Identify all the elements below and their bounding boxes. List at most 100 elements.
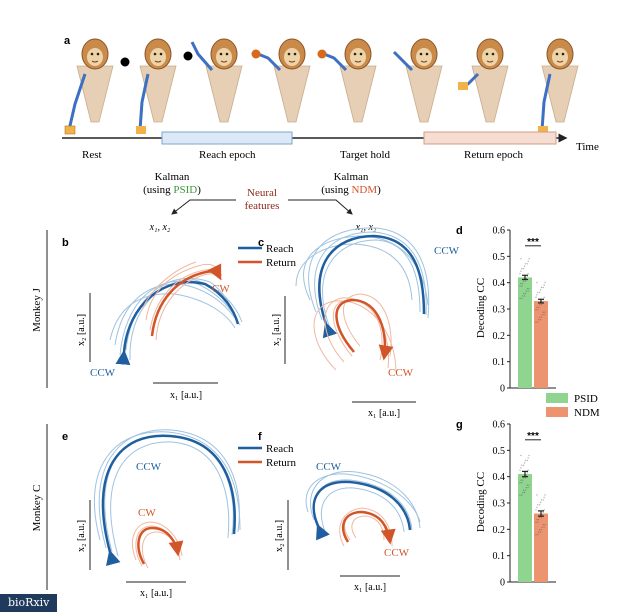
data-point xyxy=(535,509,537,511)
panel-c-trajectories xyxy=(295,227,430,373)
data-point xyxy=(543,509,545,511)
panel-label-g: g xyxy=(456,419,463,431)
data-point xyxy=(524,280,527,282)
data-point xyxy=(540,499,543,501)
data-point xyxy=(542,311,544,313)
legend-return: Return xyxy=(266,257,296,269)
reach-scene-1 xyxy=(136,38,177,134)
data-point xyxy=(528,484,530,486)
data-point xyxy=(523,265,526,267)
data-point xyxy=(526,459,528,462)
data-point xyxy=(527,260,529,262)
data-point xyxy=(541,526,544,528)
data-point xyxy=(537,291,539,294)
data-point xyxy=(540,516,543,518)
data-point xyxy=(521,285,523,287)
y-tick-label: 0.5 xyxy=(493,446,506,457)
data-point xyxy=(523,295,526,297)
decoding-cc-chart-d: 0 0.1 0.2 0.3 0.4 0.5 0.6 *** xyxy=(493,226,556,395)
data-point xyxy=(544,311,546,313)
data-point xyxy=(542,511,544,513)
data-point xyxy=(538,531,540,533)
panel-e-x-label: x₁ [a.u.] xyxy=(140,588,172,599)
monkey-c-label: Monkey C xyxy=(31,485,43,532)
y-tick-label: 0 xyxy=(500,578,505,589)
legend-reach-2: Reach xyxy=(266,443,294,455)
data-point xyxy=(540,528,543,531)
data-point xyxy=(538,504,541,506)
data-point xyxy=(524,459,527,462)
panel-f-trajectories xyxy=(305,471,421,547)
panel-label-b: b xyxy=(62,237,69,249)
data-point xyxy=(520,258,522,260)
panel-b-y-label: x₂ [a.u.] xyxy=(76,314,87,346)
reach-scene-2 xyxy=(183,38,243,123)
panel-label-f: f xyxy=(258,431,262,443)
data-point xyxy=(543,296,545,299)
data-point xyxy=(521,464,523,467)
data-point xyxy=(543,284,545,286)
panel-c-ccw: CCW xyxy=(434,245,460,257)
data-point xyxy=(535,521,537,523)
data-point xyxy=(519,297,521,300)
data-point xyxy=(522,268,525,270)
data-point xyxy=(520,479,522,481)
data-point xyxy=(539,501,542,504)
legend-ndm-swatch xyxy=(546,407,568,417)
data-point xyxy=(522,489,525,491)
data-point xyxy=(524,489,527,491)
panel-e-ccw: CCW xyxy=(136,461,162,473)
data-point xyxy=(520,282,522,285)
data-point xyxy=(526,472,528,474)
data-point xyxy=(539,289,542,291)
y-tick-label: 0.5 xyxy=(493,252,506,263)
bar-ndm xyxy=(534,513,548,582)
data-point xyxy=(538,519,540,521)
y-tick-label: 0.1 xyxy=(493,551,506,562)
data-point xyxy=(521,268,523,270)
data-point xyxy=(537,321,539,323)
timeline-rest: Rest xyxy=(82,149,102,161)
data-point xyxy=(538,306,540,308)
data-point xyxy=(536,519,538,521)
data-point xyxy=(522,479,524,481)
data-point xyxy=(527,290,529,292)
data-point xyxy=(526,263,528,265)
neural-features-line1: Neural xyxy=(247,187,277,199)
legend-psid: PSID xyxy=(574,393,598,405)
data-point xyxy=(524,263,527,265)
data-point xyxy=(522,292,525,295)
data-point xyxy=(535,533,537,536)
decoder-right-line1: Kalman xyxy=(334,171,369,183)
data-point xyxy=(519,272,521,275)
data-point xyxy=(540,286,543,289)
data-point xyxy=(524,477,527,479)
panel-label-c: c xyxy=(258,237,264,249)
data-point xyxy=(539,531,542,533)
y-tick-label: 0.2 xyxy=(493,331,506,342)
data-point xyxy=(521,482,523,484)
data-point xyxy=(538,316,541,318)
data-point xyxy=(528,287,530,290)
panel-c-x-label: x₁ [a.u.] xyxy=(368,408,400,419)
data-point xyxy=(522,477,525,479)
data-point xyxy=(519,469,521,472)
data-point xyxy=(544,494,546,496)
data-point xyxy=(522,280,525,282)
data-point xyxy=(538,528,541,531)
data-point xyxy=(525,486,528,489)
significance-label: *** xyxy=(527,431,539,442)
ndm-method-label: NDM xyxy=(351,184,377,196)
data-point xyxy=(540,304,543,306)
decoding-cc-chart-g: 0 0.1 0.2 0.3 0.4 0.5 0.6 *** xyxy=(493,420,556,589)
data-point xyxy=(520,454,522,457)
y-tick-label: 0.6 xyxy=(493,226,506,237)
psid-method-label: PSID xyxy=(173,184,197,196)
panel-f-y-label: x₂ [a.u.] xyxy=(274,520,285,552)
decoder-arrow-left xyxy=(171,199,236,215)
panel-f-ccw: CCW xyxy=(316,461,342,473)
data-point xyxy=(522,491,524,494)
bar-psid xyxy=(518,474,532,582)
data-point xyxy=(520,270,522,272)
